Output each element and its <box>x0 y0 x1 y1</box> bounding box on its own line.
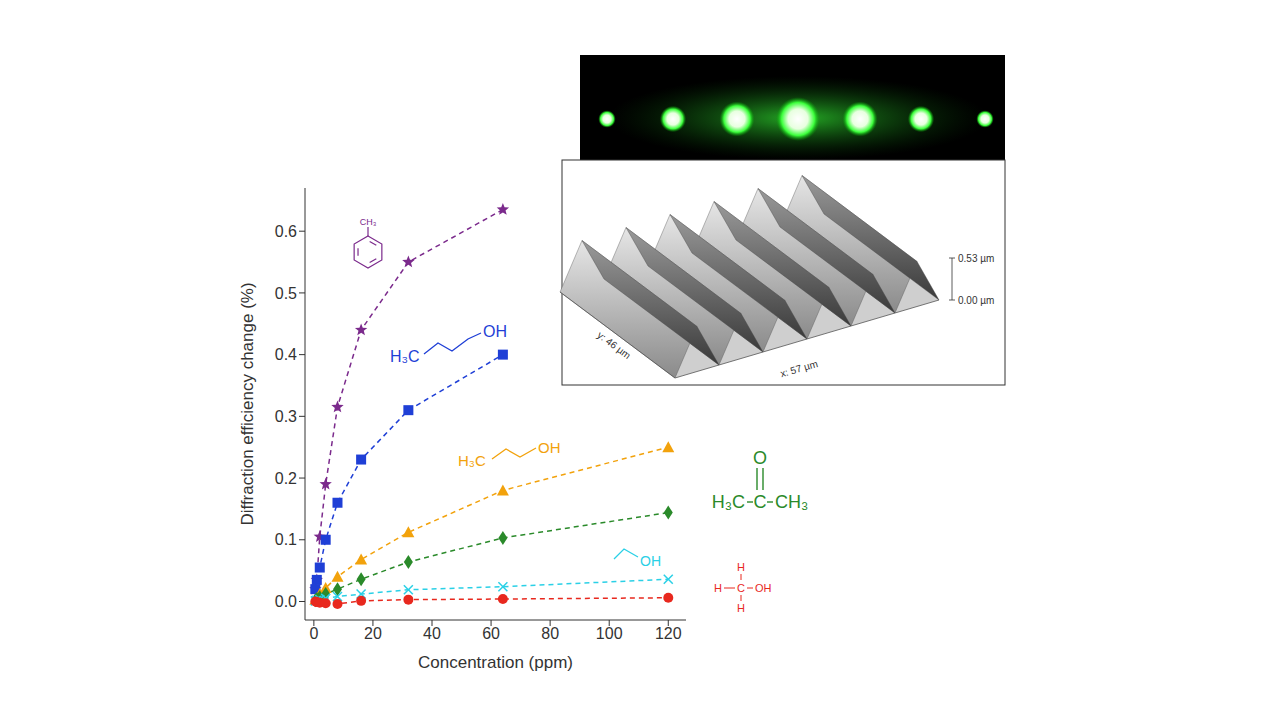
svg-text:H: H <box>737 602 745 614</box>
svg-text:CH₃: CH₃ <box>360 217 377 227</box>
svg-text:OH: OH <box>755 582 772 594</box>
svg-text:C: C <box>737 582 745 594</box>
svg-text:Diffraction efficiency change: Diffraction efficiency change (%) <box>239 282 257 525</box>
svg-text:y: 46 µm: y: 46 µm <box>595 329 632 361</box>
svg-text:120: 120 <box>655 625 682 642</box>
svg-text:C: C <box>754 492 767 512</box>
svg-text:80: 80 <box>541 625 559 642</box>
svg-text:H₃C: H₃C <box>390 348 420 365</box>
svg-text:CH₃: CH₃ <box>775 492 808 512</box>
svg-text:H₃C: H₃C <box>458 452 486 469</box>
svg-text:OH: OH <box>640 553 661 569</box>
svg-text:x: 57 µm: x: 57 µm <box>779 358 819 379</box>
svg-text:0: 0 <box>309 625 318 642</box>
svg-text:0.00 µm: 0.00 µm <box>958 295 994 306</box>
svg-text:0.5: 0.5 <box>275 285 297 302</box>
svg-text:60: 60 <box>482 625 500 642</box>
svg-text:H: H <box>714 582 722 594</box>
svg-text:0.6: 0.6 <box>275 223 297 240</box>
svg-text:Concentration (ppm): Concentration (ppm) <box>418 653 573 672</box>
svg-text:0.4: 0.4 <box>275 346 297 363</box>
svg-text:100: 100 <box>596 625 623 642</box>
svg-text:0.53 µm: 0.53 µm <box>958 253 994 264</box>
svg-text:O: O <box>753 448 767 468</box>
svg-text:OH: OH <box>483 323 507 340</box>
svg-text:0.0: 0.0 <box>275 593 297 610</box>
svg-text:H: H <box>737 561 745 573</box>
svg-text:OH: OH <box>538 439 561 456</box>
svg-text:40: 40 <box>423 625 441 642</box>
svg-text:0.3: 0.3 <box>275 408 297 425</box>
svg-text:0.1: 0.1 <box>275 531 297 548</box>
svg-text:0.2: 0.2 <box>275 470 297 487</box>
svg-text:H₃C: H₃C <box>712 492 745 512</box>
svg-text:20: 20 <box>364 625 382 642</box>
